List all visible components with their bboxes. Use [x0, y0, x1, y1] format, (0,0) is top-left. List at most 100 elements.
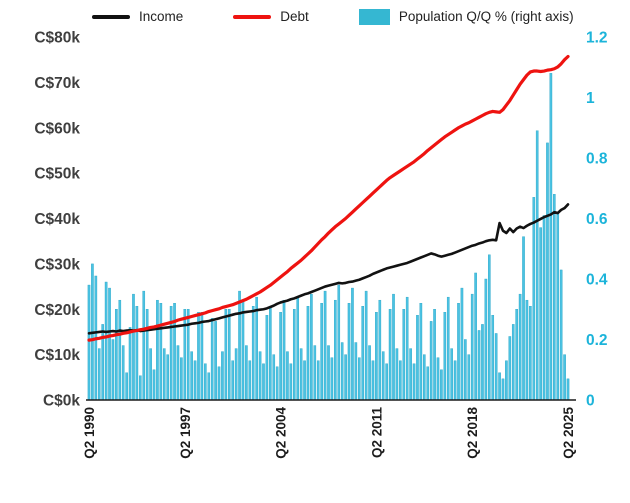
population-bar: [313, 345, 317, 401]
population-bar: [405, 296, 409, 401]
population-bar: [251, 306, 255, 401]
population-bar: [409, 348, 412, 401]
population-bar: [501, 378, 505, 401]
population-bar: [337, 284, 341, 401]
right-axis-tick-label: 0.6: [586, 211, 608, 228]
population-bar: [234, 348, 238, 401]
population-bar: [169, 306, 173, 401]
left-axis-tick-label: C$50k: [34, 166, 80, 183]
population-bar: [381, 351, 385, 401]
population-bar: [340, 342, 344, 401]
population-bar: [135, 306, 139, 401]
population-bar: [121, 345, 125, 401]
population-bar: [306, 306, 310, 401]
x-axis-tick-label: Q2 2018: [465, 407, 480, 459]
x-axis-tick-label: Q2 1990: [82, 407, 97, 459]
population-bar: [245, 345, 248, 401]
legend-item-population: Population Q/Q % (right axis): [358, 9, 574, 25]
population-bar: [511, 324, 515, 401]
population-bar: [132, 293, 135, 401]
population-bar: [477, 330, 481, 401]
population-bar: [139, 375, 142, 401]
population-bar: [159, 303, 163, 401]
population-bar: [515, 309, 518, 401]
population-bar: [255, 296, 258, 401]
population-bar: [221, 351, 224, 401]
population-bar: [402, 309, 406, 401]
population-bar: [488, 254, 491, 401]
population-bar: [529, 306, 532, 401]
population-bar: [265, 315, 269, 401]
right-axis-tick-label: 0: [586, 393, 595, 410]
population-bar: [453, 360, 457, 401]
left-axis-tick-label: C$40k: [34, 211, 80, 228]
population-bar: [467, 354, 471, 401]
population-bar: [426, 366, 430, 401]
right-axis-tick-label: 0.2: [586, 332, 608, 349]
population-bar: [97, 348, 101, 401]
population-bar: [299, 348, 303, 401]
income-line: [87, 203, 570, 335]
right-axis-tick-label: 0.4: [586, 272, 608, 289]
population-bar: [470, 293, 474, 401]
population-bar: [241, 299, 245, 401]
population-bar: [87, 284, 91, 401]
population-bar: [334, 299, 337, 401]
population-bar: [162, 348, 166, 401]
x-axis-tick-label: Q2 1997: [178, 407, 193, 459]
population-bar: [217, 366, 221, 401]
legend-label-income: Income: [139, 9, 184, 25]
x-axis-tick-label: Q2 2004: [274, 407, 289, 459]
population-bar: [200, 312, 204, 401]
population-bar: [166, 354, 169, 401]
population-bar: [433, 309, 436, 401]
population-bar: [364, 290, 368, 401]
population-bar: [227, 309, 231, 401]
x-axis-tick-label: Q2 2011: [369, 407, 384, 459]
population-bar: [125, 372, 128, 401]
population-bar: [412, 363, 416, 401]
population-bar: [375, 312, 378, 401]
population-bar: [316, 360, 320, 401]
population-bar-swatch-icon: [358, 9, 390, 25]
legend-item-income: Income: [92, 10, 183, 24]
debt-line: [87, 54, 570, 342]
population-bar: [481, 324, 484, 401]
population-bar: [310, 293, 313, 401]
population-bar: [351, 287, 354, 401]
population-bar: [320, 303, 323, 401]
population-bar: [186, 309, 190, 401]
population-bar: [173, 303, 176, 401]
population-bar: [385, 363, 388, 401]
income-line-swatch-icon: [92, 15, 130, 19]
population-bar: [279, 312, 282, 401]
population-bar: [152, 369, 156, 401]
population-bar: [498, 372, 501, 401]
population-bar: [416, 315, 419, 401]
population-bar: [429, 321, 433, 401]
right-axis-tick-label: 1.2: [586, 30, 608, 47]
population-bar: [388, 309, 392, 401]
population-bar: [423, 354, 426, 401]
population-bar: [563, 354, 566, 401]
legend-label-population: Population Q/Q % (right axis): [398, 9, 574, 25]
population-bar: [525, 299, 529, 401]
population-bar: [115, 309, 118, 401]
population-bar: [354, 342, 358, 401]
population-bar: [457, 303, 460, 401]
population-bar: [197, 312, 200, 401]
legend-label-debt: Debt: [280, 9, 309, 25]
left-axis-tick-label: C$70k: [34, 75, 80, 92]
population-bar: [145, 309, 149, 401]
population-bar: [282, 299, 286, 401]
population-bar: [327, 345, 330, 401]
population-bar: [361, 306, 365, 401]
population-bar: [183, 309, 187, 401]
chart-legend: Income Debt Population Q/Q % (right axis…: [92, 9, 574, 25]
population-bar: [450, 348, 453, 401]
left-axis-tick-label: C$20k: [34, 302, 80, 319]
population-bar: [156, 299, 159, 401]
population-bar: [204, 363, 207, 401]
